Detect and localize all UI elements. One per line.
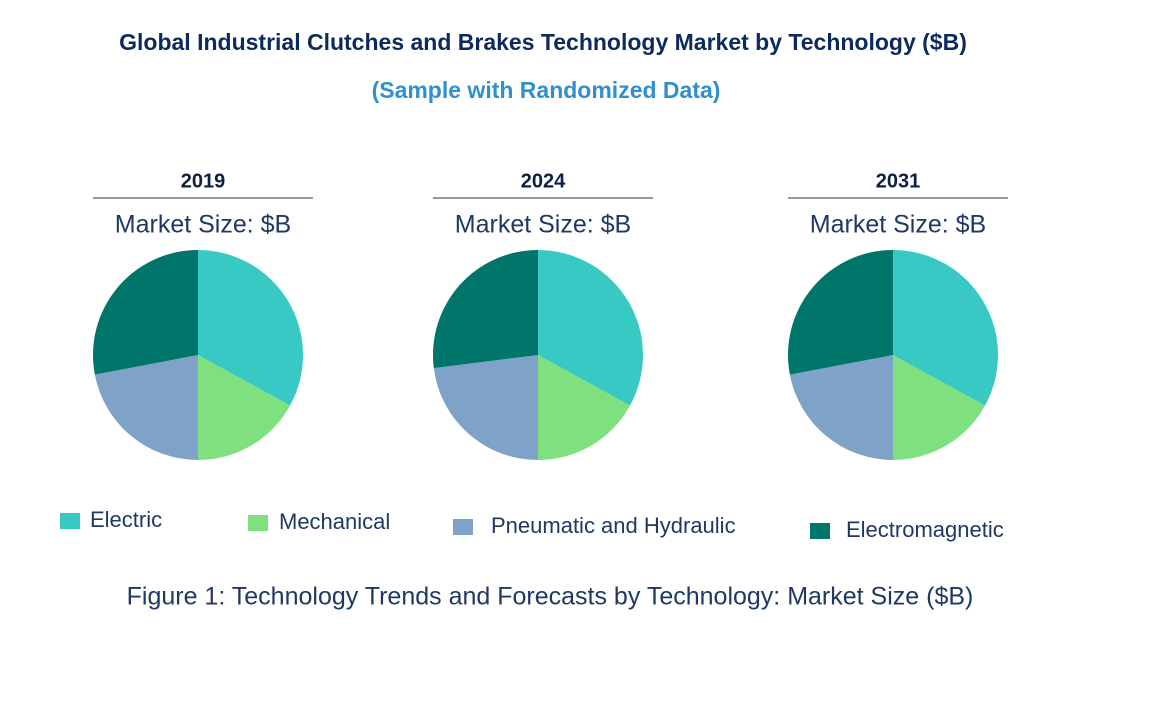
subtitle: (Sample with Randomized Data) xyxy=(372,77,721,103)
pie-slice xyxy=(198,250,304,406)
legend-swatch xyxy=(248,515,268,531)
pie-title: 2019 xyxy=(181,170,226,192)
legend-label: Electric xyxy=(90,507,162,532)
legend-label: Electromagnetic xyxy=(846,517,1004,542)
pie-slice xyxy=(198,355,291,460)
legend-label: Pneumatic and Hydraulic xyxy=(491,513,736,538)
caption: Figure 1: Technology Trends and Forecast… xyxy=(127,583,974,611)
title: Global Industrial Clutches and Brakes Te… xyxy=(119,29,967,55)
pie-subtitle: Market Size: $B xyxy=(455,211,631,239)
legend-swatch xyxy=(453,519,473,535)
pie-slice xyxy=(789,355,893,460)
legend-label: Mechanical xyxy=(279,509,390,534)
pie-slice xyxy=(538,355,631,460)
legend-swatch xyxy=(810,523,830,539)
pie-subtitle: Market Size: $B xyxy=(810,211,986,239)
pie-slice xyxy=(433,355,538,460)
pie-slice xyxy=(538,250,643,406)
pie-slice xyxy=(893,250,999,406)
legend-swatch xyxy=(60,513,80,529)
pie-title: 2031 xyxy=(876,170,921,192)
pie-slice xyxy=(94,355,198,460)
pie-slice xyxy=(92,250,198,375)
pie-slice xyxy=(788,250,893,375)
pie-subtitle: Market Size: $B xyxy=(115,211,291,239)
pie-slice xyxy=(432,250,538,369)
pie-slice xyxy=(893,355,986,460)
pie-title: 2024 xyxy=(521,170,566,192)
